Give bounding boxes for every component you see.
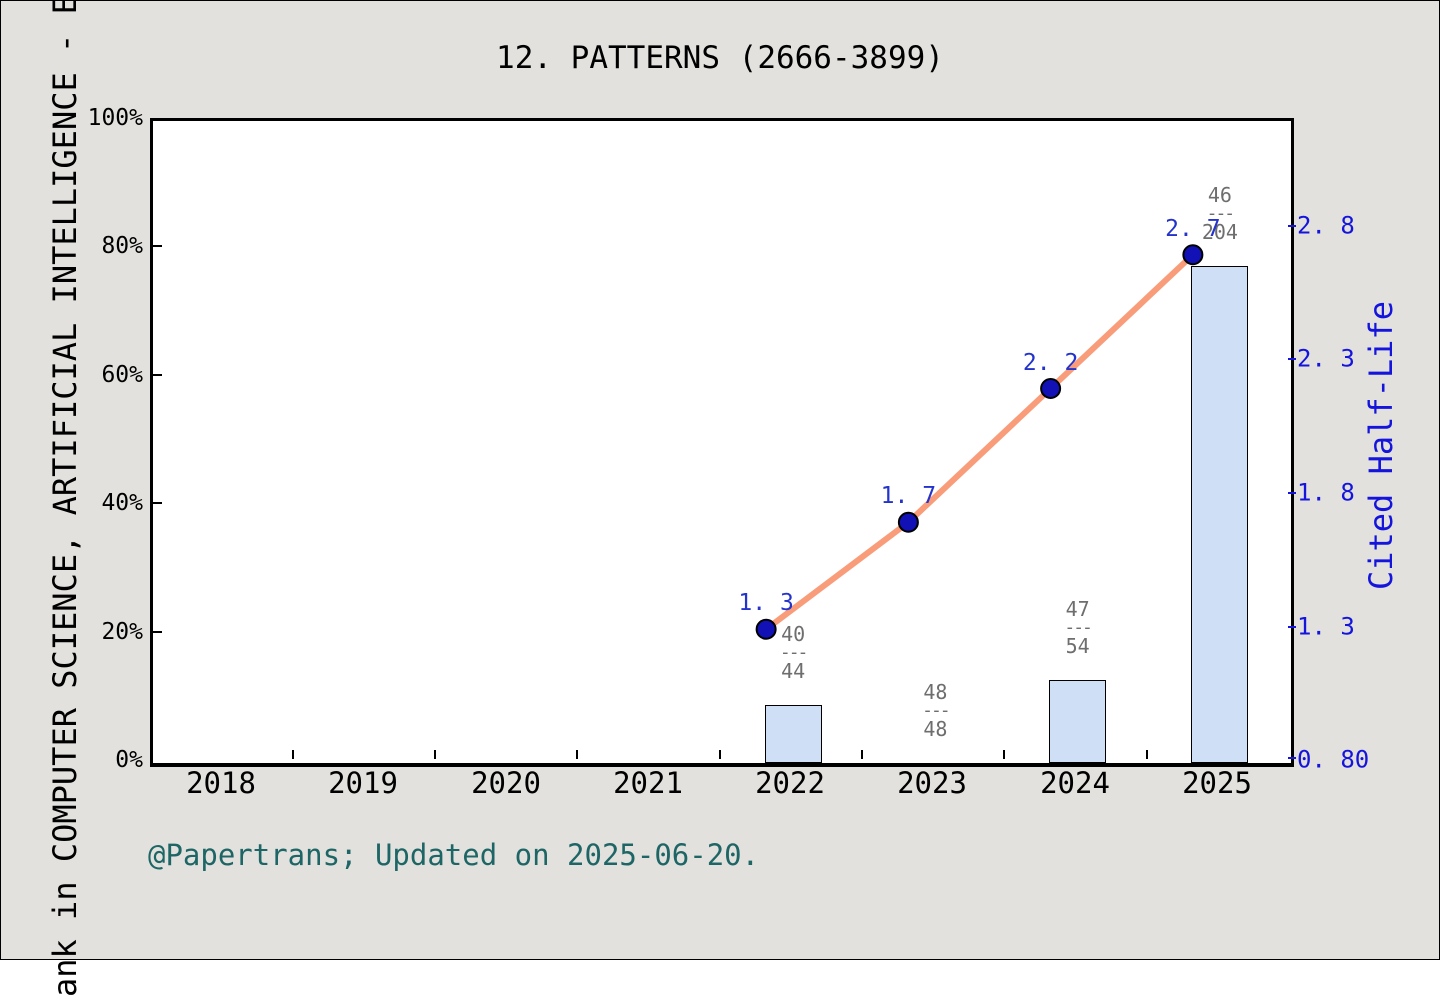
rank-denominator: 204 [1201, 219, 1238, 244]
rank-numerator: 48 [923, 680, 948, 704]
fraction-divider: --- [1064, 616, 1092, 638]
rank-fraction-2023: 48 --- 48 [922, 680, 950, 741]
rank-fraction-2025: 46 --- 204 [1202, 184, 1238, 243]
rank-fraction-2022: 40 --- 44 [779, 621, 808, 683]
right-tick-2.3: 2. 3 [1297, 344, 1355, 373]
left-tick-0: 0% [115, 747, 143, 773]
rank-fraction-2024: 47 --- 54 [1064, 596, 1092, 658]
data-point-2025 [1182, 244, 1204, 266]
left-tickmark [153, 373, 162, 376]
left-tick-40: 40% [101, 490, 143, 517]
x-tickmark [1146, 750, 1148, 759]
x-tick-2019: 2019 [328, 766, 398, 800]
x-tickmark [576, 750, 578, 759]
fraction-divider: --- [922, 700, 950, 721]
rank-bar-2025 [1191, 265, 1249, 763]
fraction-divider: --- [779, 641, 808, 663]
right-tickmark [1288, 224, 1296, 227]
x-tick-2025: 2025 [1182, 766, 1252, 800]
x-tick-2018: 2018 [186, 766, 256, 800]
attribution-footer: @Papertrans; Updated on 2025-06-20. [148, 838, 760, 872]
right-tick-1.3: 1. 3 [1297, 612, 1355, 641]
right-tickmark [1288, 492, 1296, 495]
left-tickmark [153, 630, 162, 633]
right-tickmark [1288, 757, 1296, 759]
rank-numerator: 40 [781, 621, 806, 646]
right-tick-0.80: 0. 80 [1297, 745, 1370, 774]
plot-layer: 40 --- 44 48 --- 48 47 --- 54 46 --- 204 1. 3 1. 7 2. … [153, 121, 1291, 763]
rank-denominator: 48 [923, 717, 948, 741]
point-label-2025: 2. 7 [1165, 215, 1221, 242]
x-tickmark [1003, 750, 1005, 759]
rank-numerator: 47 [1065, 596, 1090, 621]
rank-bar-2022 [764, 704, 822, 763]
fraction-divider: --- [1206, 202, 1236, 224]
cited-half-life-line-layer [755, 244, 1204, 640]
left-tick-80: 80% [101, 233, 143, 260]
point-label-2023: 1. 7 [880, 483, 937, 510]
point-label-2022: 1. 3 [738, 590, 794, 617]
right-axis-caption: Cited Half-Life [1362, 301, 1400, 590]
right-tick-1.8: 1. 8 [1297, 478, 1355, 507]
left-tick-100: 100% [87, 105, 143, 131]
x-tickmark [292, 750, 294, 759]
x-tick-2022: 2022 [755, 766, 825, 800]
rank-denominator: 54 [1065, 633, 1090, 658]
chart-title: 12. PATTERNS (2666-3899) [496, 40, 944, 76]
rank-bar-2024 [1049, 679, 1107, 763]
data-point-2024 [1040, 378, 1062, 399]
x-tick-2024: 2024 [1040, 766, 1110, 800]
data-point-2023 [897, 511, 919, 533]
x-tick-2021: 2021 [613, 766, 683, 800]
x-tickmark [861, 750, 863, 759]
rank-denominator: 44 [781, 658, 806, 683]
x-tick-2020: 2020 [471, 766, 541, 800]
x-tickmark [719, 750, 721, 759]
point-label-2024: 2. 2 [1022, 349, 1079, 376]
x-tickmark [434, 750, 436, 759]
right-tick-2.8: 2. 8 [1297, 211, 1355, 240]
data-point-2022 [755, 618, 777, 640]
right-tickmark [1288, 625, 1296, 628]
plot-area: 40 --- 44 48 --- 48 47 --- 54 46 --- 204 1. 3 1. 7 2. … [150, 118, 1294, 767]
left-tickmark [153, 502, 162, 505]
right-tickmark [1288, 358, 1296, 361]
left-tick-60: 60% [101, 361, 143, 388]
left-tickmark [153, 245, 162, 248]
cited-half-life-line [763, 251, 1196, 633]
left-tick-20: 20% [101, 618, 143, 645]
x-tick-2023: 2023 [897, 766, 967, 800]
rank-numerator: 46 [1207, 182, 1232, 207]
